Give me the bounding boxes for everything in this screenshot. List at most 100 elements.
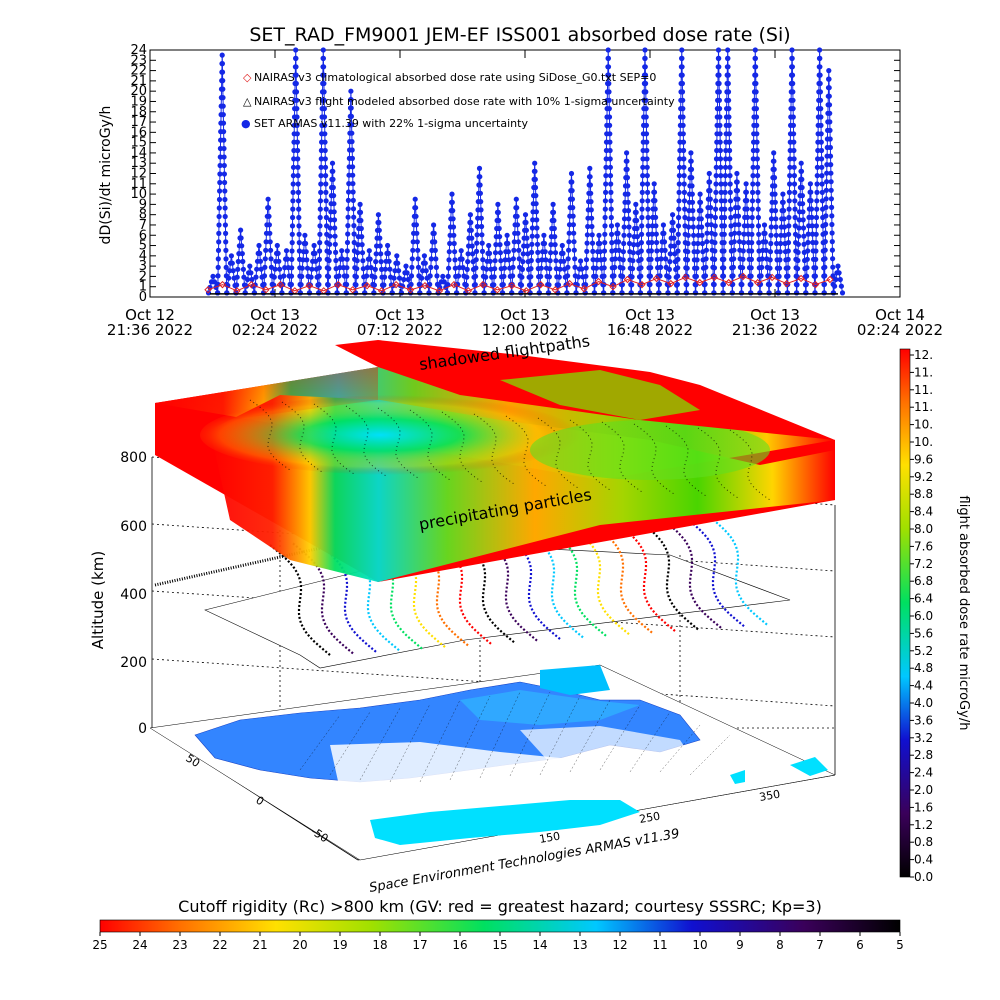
data-point (583, 265, 589, 271)
data-point (675, 256, 681, 262)
data-point (367, 256, 373, 262)
data-point (796, 217, 802, 223)
colorbar-bottom-label: Cutoff rigidity (Rc) >800 km (GV: red = … (178, 897, 822, 916)
dose-rate-colorbar: 0.0 0.4 0.8 1.2 1.6 2.0 2.4 2.8 3.2 3.6 4.0 4.4 4.8 5… (899, 348, 971, 884)
data-point (607, 131, 613, 137)
data-point (556, 274, 562, 280)
data-point (681, 156, 687, 162)
data-point (510, 264, 516, 270)
data-point (749, 214, 755, 221)
data-point (318, 156, 324, 162)
data-point (316, 281, 322, 288)
colorbar-tick-label: 8.0 (914, 522, 933, 536)
data-point (428, 256, 434, 262)
data-point (353, 282, 359, 288)
data-point (606, 80, 612, 87)
data-point (350, 181, 356, 187)
data-point (827, 153, 834, 159)
data-point (515, 230, 521, 236)
data-point (473, 273, 479, 279)
data-point (723, 156, 729, 162)
data-point (625, 191, 631, 197)
data-point (817, 80, 823, 87)
data-point (686, 208, 692, 214)
data-point (569, 179, 575, 185)
data-point (648, 256, 654, 262)
data-point (718, 181, 724, 187)
data-point (607, 156, 613, 162)
data-point (725, 47, 731, 53)
data-point (293, 64, 299, 70)
data-point (396, 275, 403, 281)
data-point (614, 222, 621, 228)
data-point (785, 240, 792, 246)
data-point (594, 277, 603, 286)
data-point (749, 240, 755, 246)
data-point (529, 241, 535, 247)
data-point (789, 64, 796, 70)
data-point (690, 224, 696, 230)
data-point (458, 248, 464, 254)
data-point (474, 223, 480, 230)
data-point (322, 131, 328, 137)
data-point (511, 247, 517, 253)
data-point (699, 240, 706, 247)
data-point (818, 139, 824, 145)
data-point (727, 147, 733, 154)
data-point (736, 239, 743, 245)
data-point (395, 260, 401, 266)
data-point (774, 240, 780, 247)
data-point (791, 173, 798, 179)
data-point (755, 181, 761, 187)
slab-track (665, 425, 707, 497)
data-point (267, 239, 273, 245)
data-point (626, 224, 632, 230)
data-point (621, 232, 627, 238)
data-point (620, 257, 626, 263)
data-point (572, 256, 578, 262)
data-point (348, 113, 354, 119)
x-tick-label-line2: 21:36 2022 (732, 321, 818, 339)
colorbar-tick-label: 10. (914, 435, 933, 449)
data-point (631, 242, 637, 248)
colorbar-tick-label: 8.8 (914, 487, 933, 501)
data-point (717, 106, 723, 112)
data-point (606, 106, 612, 112)
data-point (717, 122, 723, 128)
data-point (216, 230, 222, 236)
data-point (483, 266, 490, 272)
data-point (769, 208, 775, 214)
data-point (472, 290, 478, 296)
data-point (833, 276, 839, 283)
data-point (704, 239, 710, 245)
y-tick-label: 2 (139, 269, 147, 284)
data-point (360, 258, 366, 264)
data-point (293, 47, 299, 53)
data-point (708, 222, 714, 228)
data-point (359, 242, 365, 248)
data-point (454, 290, 460, 296)
data-point (496, 225, 502, 232)
data-point (322, 164, 329, 170)
data-point (519, 274, 525, 280)
data-point (754, 131, 760, 137)
data-point (276, 258, 282, 264)
data-point (468, 219, 474, 226)
data-point (552, 242, 558, 248)
data-point (473, 265, 479, 271)
data-point (748, 290, 754, 296)
data-point (800, 217, 806, 223)
data-point (290, 181, 296, 187)
data-point (619, 282, 626, 288)
data-point (321, 64, 327, 70)
data-point (786, 189, 793, 195)
data-point (804, 256, 810, 262)
data-point (771, 166, 777, 172)
data-point (625, 183, 631, 189)
data-point (601, 256, 607, 262)
data-point (483, 274, 489, 280)
data-point (396, 268, 402, 274)
data-point (415, 256, 421, 262)
data-point (524, 235, 530, 241)
data-point (766, 282, 773, 288)
